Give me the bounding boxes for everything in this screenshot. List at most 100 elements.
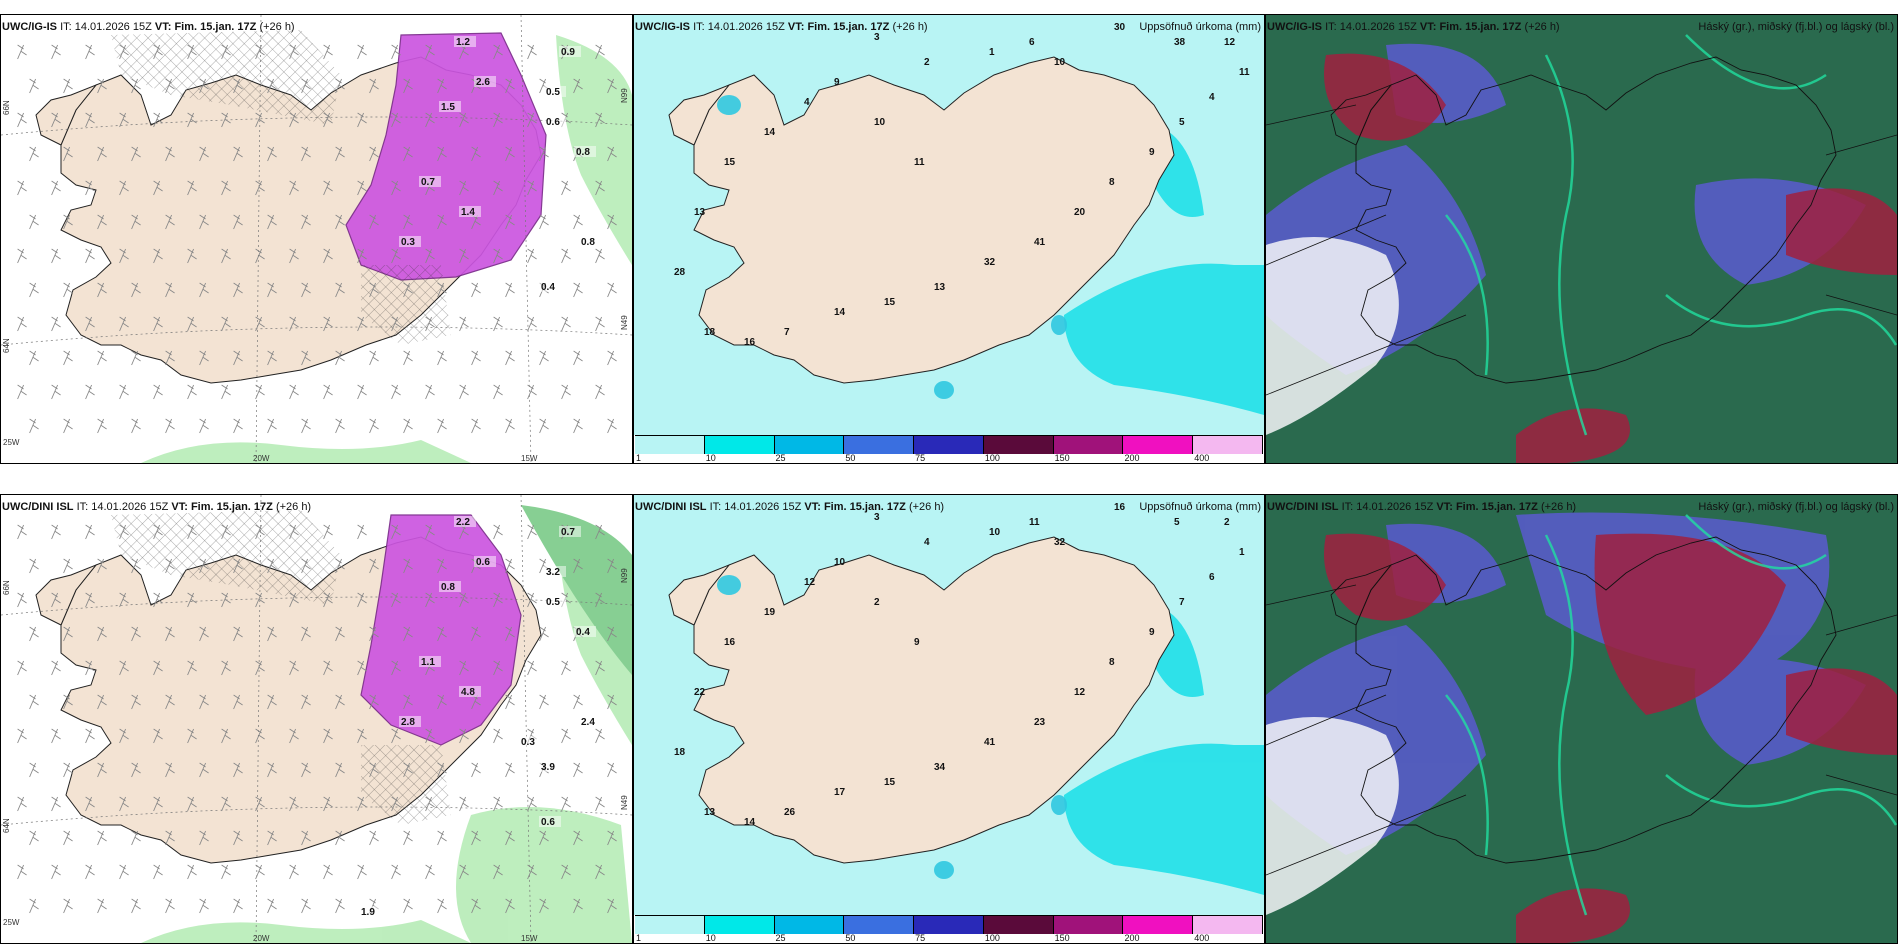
wind-barb — [403, 350, 413, 366]
wind-barb — [153, 524, 163, 540]
value-label: 11 — [1029, 517, 1040, 528]
wind-barb — [301, 146, 311, 162]
wind-barb — [505, 762, 515, 778]
wind-barb — [17, 864, 27, 880]
wind-barb — [63, 558, 73, 574]
wind-barb — [493, 180, 503, 196]
wind-barb — [471, 350, 481, 366]
vt-value: Fim. 15.jan. 17Z — [174, 21, 257, 33]
wind-barb — [573, 558, 583, 574]
value-label: 0.5 — [546, 597, 560, 608]
wind-barb — [493, 248, 503, 264]
wind-barb — [289, 864, 299, 880]
value-label: 32 — [984, 257, 996, 268]
wind-barb — [85, 248, 95, 264]
value-label: 1.9 — [361, 907, 375, 918]
legend-swatch — [1193, 436, 1263, 454]
wind-barb — [539, 350, 549, 366]
wind-barb — [119, 112, 129, 128]
value-label: 2.6 — [476, 77, 490, 88]
wind-barb — [221, 44, 231, 60]
value-label: 10 — [1054, 57, 1066, 68]
wind-barb — [29, 762, 39, 778]
precip-type-map-ig[interactable]: 66N 64N N99 N49 25W 20W 15W 1.2 0.9 2.6 1.5 0.5 0.6 0… — [0, 14, 633, 464]
vt-value: Fim. 15.jan. 17Z — [807, 21, 890, 33]
wind-barb — [437, 558, 447, 574]
wind-barb — [17, 112, 27, 128]
wind-barb — [527, 524, 537, 540]
wind-barb — [199, 694, 209, 710]
legend-label: 1 — [636, 453, 642, 463]
value-label: 1.4 — [461, 207, 475, 218]
wind-barb — [425, 180, 435, 196]
wind-barb — [63, 78, 73, 94]
wind-barb — [85, 524, 95, 540]
wind-barb — [505, 830, 515, 846]
lead-time: (+26 h) — [908, 501, 945, 513]
value-label: 0.6 — [546, 117, 560, 128]
value-label: 38 — [1174, 37, 1186, 48]
value-labels: 2.2 0.7 0.6 0.8 3.2 0.5 0.4 1.1 4.8 2.8 3.9 2.4 0.3 0… — [359, 516, 601, 918]
wind-barb — [289, 248, 299, 264]
wind-barb — [51, 592, 61, 608]
value-label: 22 — [694, 687, 706, 698]
wind-barb — [505, 214, 515, 230]
value-label: 9 — [914, 637, 920, 648]
lon-label: 15W — [521, 934, 538, 943]
cloud-cover-map-dini[interactable] — [1265, 494, 1898, 944]
value-label: 0.8 — [576, 147, 590, 158]
lead-time: (+26 h) — [259, 21, 295, 33]
wind-barb — [17, 728, 27, 744]
value-label: 1.5 — [441, 102, 455, 113]
wind-barb — [437, 282, 447, 298]
wind-barbs — [17, 524, 617, 914]
wind-barb — [357, 112, 367, 128]
wind-barb — [267, 626, 277, 642]
legend-label: 400 — [1194, 453, 1210, 463]
legend-swatch — [774, 916, 845, 934]
wind-barb — [255, 316, 265, 332]
wind-barb — [357, 864, 367, 880]
wind-barb — [471, 558, 481, 574]
wind-barb — [97, 626, 107, 642]
accum-precip-map-ig[interactable]: 3 2 1 6 10 30 38 12 11 4 5 9 8 20 41 32 13 15 14 7 16 18 28 13 1… — [633, 14, 1265, 464]
wind-barb — [63, 830, 73, 846]
precip-type-map-dini[interactable]: 66N 64N N99 N49 25W 20W 15W 2.2 0.7 0.6 0.8 3.2 0.5 0… — [0, 494, 633, 944]
value-label: 0.4 — [576, 627, 590, 638]
value-label: 0.4 — [541, 282, 555, 293]
wind-barb — [165, 626, 175, 642]
wind-barb — [17, 592, 27, 608]
value-label: 17 — [834, 787, 846, 798]
value-label: 13 — [694, 207, 706, 218]
value-label: 11 — [914, 157, 925, 168]
wind-barb — [323, 248, 333, 264]
wind-barb — [369, 762, 379, 778]
value-label: 14 — [744, 817, 756, 828]
wind-barb — [403, 626, 413, 642]
wind-barb — [539, 626, 549, 642]
wind-barb — [187, 316, 197, 332]
wind-barb — [425, 592, 435, 608]
wind-barb — [119, 44, 129, 60]
it-value: 14.01.2026 15Z — [724, 501, 802, 513]
value-label: 9 — [834, 77, 840, 88]
wind-barb — [607, 78, 617, 94]
wind-barb — [391, 592, 401, 608]
wind-barb — [323, 864, 333, 880]
vt-value: Fim. 15.jan. 17Z — [190, 501, 273, 513]
accum-precip-map-dini[interactable]: 3 4 10 11 32 16 5 2 1 6 7 9 8 12 23 41 34 15 17 26 14 13 18 22 1… — [633, 494, 1265, 944]
value-label: 28 — [674, 267, 686, 278]
wind-barb — [335, 282, 345, 298]
wind-barb — [391, 524, 401, 540]
wind-barb — [561, 44, 571, 60]
wind-barb — [391, 44, 401, 60]
cloud-cover-map-ig[interactable] — [1265, 14, 1898, 464]
wind-barb — [595, 316, 605, 332]
wind-barb — [187, 44, 197, 60]
wind-barb — [425, 524, 435, 540]
wind-barb — [289, 384, 299, 400]
wind-barb — [131, 78, 141, 94]
snow-area — [360, 514, 522, 746]
legend-label: 25 — [775, 933, 786, 943]
wind-barb — [527, 796, 537, 812]
